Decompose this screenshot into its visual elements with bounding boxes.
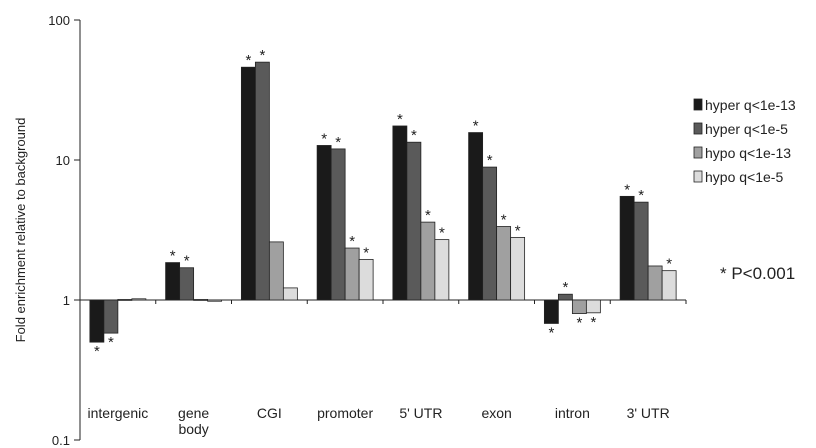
bar [510,236,526,301]
significance-note: * P<0.001 [720,264,795,283]
bar [165,262,181,301]
bar [207,299,223,302]
significance-star: * [170,248,176,265]
bar [496,226,512,301]
category-label: exon [481,405,511,421]
significance-star: * [487,152,493,169]
significance-star: * [590,314,596,331]
significance-star: * [335,134,341,151]
bar [557,293,573,301]
y-axis-label: Fold enrichment relative to background [13,118,28,343]
category-label: promoter [317,405,373,421]
bar [482,166,498,301]
legend-swatch [693,122,703,135]
legend-swatch [693,146,703,159]
significance-star: * [321,130,327,147]
significance-star: * [411,127,417,144]
significance-star: * [108,334,114,351]
bar [571,299,587,314]
y-tick-label: 1 [63,293,70,308]
bar [103,299,119,334]
significance-star: * [349,233,355,250]
significance-star: * [666,256,672,273]
bar [358,258,374,301]
bar [392,125,408,301]
category-label: intergenic [88,405,149,421]
significance-star: * [184,253,190,270]
significance-star: * [363,244,369,261]
significance-markers: * * * * * * * * * * * * * * * * * * * * * * * * * [94,47,672,360]
category-label: gene [178,405,209,421]
legend-label: hypo q<1e-13 [705,145,791,161]
bar [619,195,635,301]
legend-label: hyper q<1e-13 [705,97,796,113]
category-label: body [178,421,208,437]
significance-star: * [501,211,507,228]
legend-swatch [693,170,703,183]
bar [117,298,133,301]
legend: hyper q<1e-13 hyper q<1e-5 hypo q<1e-13 hyp… [693,97,796,185]
bar [420,221,436,301]
category-label: 5' UTR [399,405,442,421]
bar [282,287,298,301]
legend-swatch [693,98,703,111]
bar [406,141,422,301]
significance-star: * [425,207,431,224]
significance-star: * [439,225,445,242]
bar [633,201,649,301]
bar [131,298,147,301]
significance-star: * [548,324,554,341]
y-tick-label: 100 [48,13,70,28]
significance-star: * [473,118,479,135]
significance-star: * [245,52,251,69]
bar [89,299,105,343]
bar [179,267,195,301]
bar [193,298,209,301]
bar [268,241,284,301]
bar [316,145,332,301]
bar [330,148,346,301]
bars-group [79,61,687,343]
significance-star: * [397,111,403,128]
y-ticks: 100 10 1 0.1 [48,13,80,448]
bar [468,132,484,301]
significance-star: * [624,181,630,198]
category-label: CGI [257,405,282,421]
bar [585,299,601,314]
significance-star: * [576,315,582,332]
bar [240,66,256,301]
legend-label: hypo q<1e-5 [705,169,783,185]
y-tick-label: 10 [56,153,70,168]
bar [254,61,270,301]
significance-star: * [562,279,568,296]
category-label: 3' UTR [627,405,670,421]
significance-star: * [515,222,521,239]
significance-star: * [259,47,265,64]
bar [543,299,559,324]
legend-label: hyper q<1e-5 [705,121,788,137]
significance-star: * [94,343,100,360]
bar [661,270,677,301]
bar [344,247,360,301]
bar [647,265,663,301]
category-label: intron [555,405,590,421]
y-tick-label: 0.1 [52,433,70,448]
bar [434,239,450,301]
significance-star: * [638,187,644,204]
